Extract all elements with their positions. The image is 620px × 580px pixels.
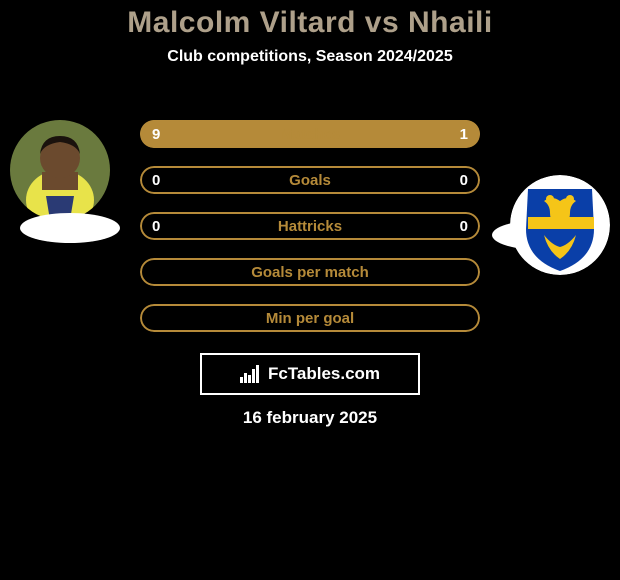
stat-row: Goals0 0 [140, 166, 480, 194]
player-right-avatar [510, 175, 610, 275]
stats-container: Matches91Goals00Hattricks00Goals per mat… [140, 120, 480, 350]
stat-row: Matches9 1 [140, 120, 480, 148]
team-right-crest [510, 175, 610, 275]
stat-value-right: 0 [460, 212, 468, 240]
player-left-avatar [10, 120, 110, 220]
stat-label: Hattricks [140, 212, 480, 240]
stat-label: Min per goal [140, 304, 480, 332]
stat-row: Hattricks0 0 [140, 212, 480, 240]
stat-value-left: 0 [152, 166, 160, 194]
stat-label: Goals [140, 166, 480, 194]
stat-row: Goals per match [140, 258, 480, 286]
player-left-photo [10, 120, 110, 220]
stat-value-right: 1 [460, 120, 468, 148]
branding-box: FcTables.com [200, 353, 420, 395]
stat-label: Goals per match [140, 258, 480, 286]
player-portrait-icon [10, 120, 110, 220]
stat-value-left: 9 [152, 120, 160, 148]
subtitle: Club competitions, Season 2024/2025 [0, 48, 620, 66]
page-title: Malcolm Viltard vs Nhaili [0, 0, 620, 40]
branding-text: FcTables.com [268, 364, 380, 384]
club-crest-icon [510, 175, 610, 275]
stat-value-right: 0 [460, 166, 468, 194]
ellipse-left-shadow [20, 213, 120, 243]
stat-value-left: 0 [152, 212, 160, 240]
chart-bars-icon [240, 365, 262, 383]
date-text: 16 february 2025 [0, 408, 620, 428]
stat-label: Matches [140, 120, 480, 148]
stat-row: Min per goal [140, 304, 480, 332]
